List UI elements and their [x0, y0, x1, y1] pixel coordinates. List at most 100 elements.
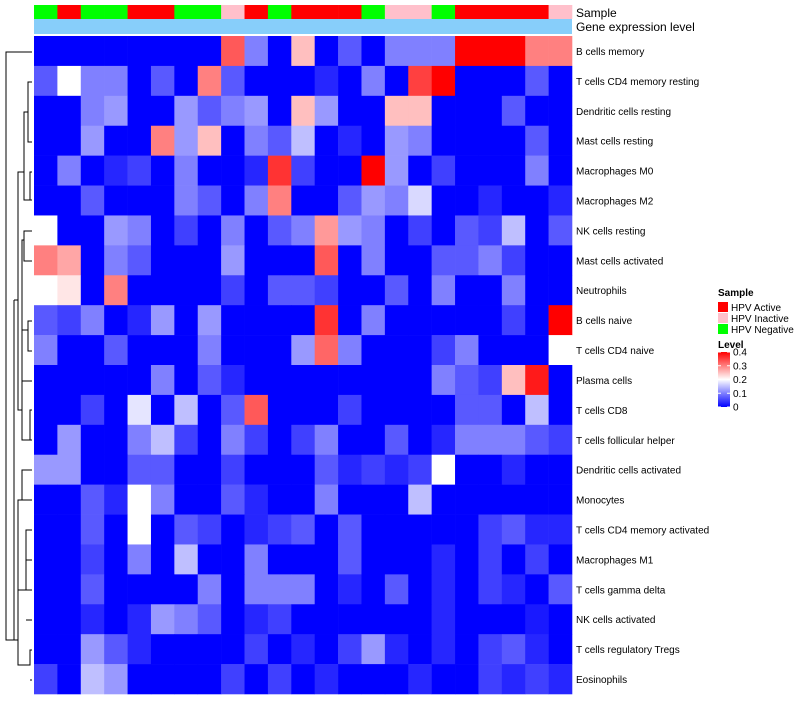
heatmap-cell	[408, 514, 432, 545]
heatmap-cell	[408, 394, 432, 426]
heatmap-cell	[478, 365, 503, 396]
heatmap-cell	[244, 245, 269, 276]
heatmap-cell	[127, 424, 152, 456]
heatmap-cell	[431, 185, 456, 216]
heatmap-cell	[525, 664, 549, 695]
legend-sample-label: HPV Active	[731, 303, 781, 314]
heatmap-cell	[104, 484, 128, 515]
heatmap-cell	[150, 245, 175, 276]
heatmap-cell	[244, 634, 269, 665]
sample-annotation-cell	[501, 5, 526, 19]
heatmap-cell	[478, 215, 503, 246]
heatmap-cell	[57, 95, 82, 127]
heatmap-cell	[501, 335, 526, 366]
heatmap-cell	[174, 335, 199, 366]
heatmap-cell	[314, 484, 339, 515]
row-label: Macrophages M0	[576, 167, 654, 178]
heatmap-cell	[34, 454, 58, 485]
heatmap-cell	[501, 394, 526, 426]
heatmap-cell	[80, 634, 105, 665]
heatmap-cell	[34, 36, 58, 67]
heatmap-cell	[408, 424, 432, 456]
heatmap-cell	[408, 544, 432, 575]
heatmap-cell	[314, 125, 339, 156]
heatmap-cell	[127, 604, 152, 635]
heatmap-cell	[221, 65, 245, 97]
heatmap-cell	[361, 335, 386, 366]
heatmap-cell	[291, 514, 315, 545]
heatmap-cell	[408, 634, 432, 665]
heatmap-cell	[174, 664, 199, 695]
heatmap-cell	[34, 604, 58, 635]
heatmap-cell	[57, 185, 82, 216]
heatmap-cell	[291, 664, 315, 695]
heatmap-cell	[384, 604, 409, 635]
heatmap-cell	[80, 574, 105, 605]
heatmap-cell	[174, 125, 199, 156]
heatmap-cell	[291, 634, 315, 665]
heatmap-cell	[431, 634, 456, 665]
heatmap-cell	[291, 484, 315, 515]
heatmap-cell	[525, 424, 549, 456]
heatmap-cell	[244, 125, 269, 156]
heatmap-cell	[127, 394, 152, 426]
heatmap-cell	[384, 514, 409, 545]
heatmap-cell	[384, 245, 409, 276]
heatmap-cell	[478, 305, 503, 336]
heatmap-cell	[174, 305, 199, 336]
heatmap-cell	[57, 155, 82, 186]
heatmap-cell	[338, 335, 362, 366]
heatmap-cell	[150, 155, 175, 186]
heatmap-cell	[104, 155, 128, 186]
heatmap-cell	[57, 664, 82, 695]
row-label: Eosinophils	[576, 675, 627, 686]
heatmap-cell	[57, 544, 82, 575]
heatmap-cell	[291, 185, 315, 216]
heatmap-cell	[80, 335, 105, 366]
heatmap-cell	[314, 604, 339, 635]
heatmap-cell	[501, 664, 526, 695]
heatmap-cell	[244, 454, 269, 485]
heatmap-cell	[314, 185, 339, 216]
heatmap-cell	[80, 365, 105, 396]
heatmap-cell	[314, 36, 339, 67]
heatmap-cell	[431, 215, 456, 246]
heatmap-cell	[221, 424, 245, 456]
heatmap-cell	[57, 394, 82, 426]
heatmap-cell	[150, 305, 175, 336]
heatmap-cell	[384, 484, 409, 515]
heatmap-cell	[34, 125, 58, 156]
heatmap-cell	[384, 36, 409, 67]
heatmap-cell	[408, 125, 432, 156]
heatmap-cell	[197, 275, 222, 306]
sample-annotation-cell	[291, 5, 315, 19]
heatmap-cell	[34, 305, 58, 336]
heatmap-cell	[408, 664, 432, 695]
heatmap-cell	[548, 544, 573, 575]
heatmap-cell	[314, 454, 339, 485]
heatmap-cell	[221, 574, 245, 605]
heatmap-cell	[197, 65, 222, 97]
heatmap-cell	[221, 634, 245, 665]
heatmap-cell	[548, 155, 573, 186]
heatmap-cell	[80, 394, 105, 426]
heatmap-cell	[127, 65, 152, 97]
heatmap-cell	[174, 275, 199, 306]
heatmap-cell	[267, 185, 292, 216]
legend-level-tick-label: 0.1	[733, 389, 747, 400]
heatmap-cell	[384, 664, 409, 695]
heatmap-cell	[80, 245, 105, 276]
heatmap-cell	[478, 604, 503, 635]
heatmap-cell	[455, 275, 479, 306]
legend-level-tick-label: 0.4	[733, 348, 747, 359]
heatmap-cell	[384, 634, 409, 665]
heatmap-cell	[34, 245, 58, 276]
heatmap-cell	[408, 454, 432, 485]
annotation-label-sample: Sample	[576, 6, 617, 20]
heatmap-cell	[244, 215, 269, 246]
heatmap-cell	[525, 245, 549, 276]
heatmap-cell	[338, 514, 362, 545]
heatmap-cell	[431, 544, 456, 575]
heatmap-cell	[525, 155, 549, 186]
